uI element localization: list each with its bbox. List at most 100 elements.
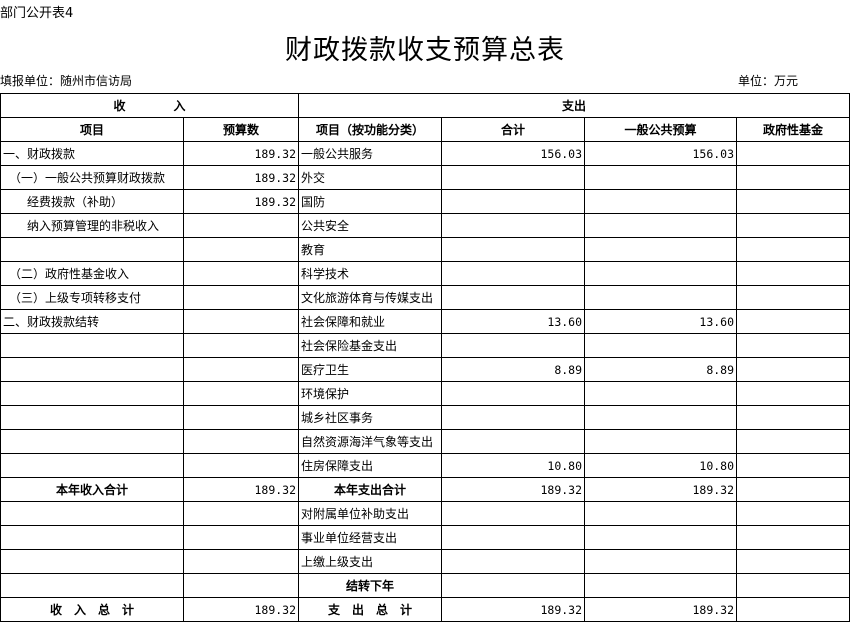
income-item: 经费拨款（补助） bbox=[0, 189, 184, 214]
expense-general bbox=[584, 333, 738, 358]
income-value bbox=[182, 573, 300, 598]
expense-general bbox=[584, 525, 738, 550]
expense-general bbox=[584, 213, 738, 238]
income-value: 189.32 bbox=[182, 477, 300, 502]
expense-fund bbox=[736, 429, 850, 454]
expense-total bbox=[441, 333, 586, 358]
expense-fund bbox=[736, 213, 850, 238]
expense-total bbox=[441, 261, 586, 286]
expense-total: 156.03 bbox=[441, 141, 586, 166]
expense-fund bbox=[736, 477, 850, 502]
income-value bbox=[182, 285, 300, 310]
income-value bbox=[182, 261, 300, 286]
expense-item: 国防 bbox=[298, 189, 443, 214]
expense-general bbox=[584, 405, 738, 430]
expense-fund bbox=[736, 333, 850, 358]
table-row: 对附属单位补助支出 bbox=[0, 501, 850, 526]
expense-item: 环境保护 bbox=[298, 381, 443, 406]
expense-total bbox=[441, 525, 586, 550]
expense-total: 189.32 bbox=[441, 597, 586, 622]
expense-item: 事业单位经营支出 bbox=[298, 525, 443, 550]
table-row: （一）一般公共预算财政拨款 189.32 外交 bbox=[0, 165, 850, 190]
expense-fund bbox=[736, 261, 850, 286]
income-value: 189.32 bbox=[182, 189, 300, 214]
expense-general: 156.03 bbox=[584, 141, 738, 166]
table-row: 社会保险基金支出 bbox=[0, 333, 850, 358]
expense-general: 189.32 bbox=[584, 477, 738, 502]
expense-fund bbox=[736, 165, 850, 190]
income-item: 收 入 总 计 bbox=[0, 597, 184, 622]
income-item bbox=[0, 549, 184, 574]
col-total: 合计 bbox=[441, 117, 586, 142]
expense-total bbox=[441, 549, 586, 574]
expense-general bbox=[584, 237, 738, 262]
table-row: 教育 bbox=[0, 237, 850, 262]
expense-total bbox=[441, 501, 586, 526]
expense-item: 住房保障支出 bbox=[298, 453, 443, 478]
income-item bbox=[0, 573, 184, 598]
expense-fund bbox=[736, 141, 850, 166]
table-row: 住房保障支出 10.80 10.80 bbox=[0, 453, 850, 478]
income-item bbox=[0, 237, 184, 262]
income-value bbox=[182, 333, 300, 358]
expense-item: 科学技术 bbox=[298, 261, 443, 286]
table-row: 一、财政拨款 189.32 一般公共服务 156.03 156.03 bbox=[0, 141, 850, 166]
income-item: （一）一般公共预算财政拨款 bbox=[0, 165, 184, 190]
income-value bbox=[182, 381, 300, 406]
expense-total bbox=[441, 285, 586, 310]
income-value bbox=[182, 213, 300, 238]
income-item: （二）政府性基金收入 bbox=[0, 261, 184, 286]
expense-total: 13.60 bbox=[441, 309, 586, 334]
expense-item: 本年支出合计 bbox=[298, 477, 443, 502]
income-item bbox=[0, 453, 184, 478]
income-item: 本年收入合计 bbox=[0, 477, 184, 502]
expense-item: 文化旅游体育与传媒支出 bbox=[298, 285, 443, 310]
table-row: 医疗卫生 8.89 8.89 bbox=[0, 357, 850, 382]
income-item bbox=[0, 501, 184, 526]
expense-total: 10.80 bbox=[441, 453, 586, 478]
expense-total bbox=[441, 213, 586, 238]
expense-fund bbox=[736, 309, 850, 334]
expense-general: 13.60 bbox=[584, 309, 738, 334]
income-value bbox=[182, 357, 300, 382]
expense-item: 公共安全 bbox=[298, 213, 443, 238]
expense-total bbox=[441, 237, 586, 262]
expense-header: 支出 bbox=[298, 93, 850, 118]
expense-total bbox=[441, 189, 586, 214]
table-row: 城乡社区事务 bbox=[0, 405, 850, 430]
expense-total bbox=[441, 165, 586, 190]
expense-item: 社会保险基金支出 bbox=[298, 333, 443, 358]
table-row: 事业单位经营支出 bbox=[0, 525, 850, 550]
table-row: 环境保护 bbox=[0, 381, 850, 406]
expense-item: 社会保障和就业 bbox=[298, 309, 443, 334]
income-item bbox=[0, 333, 184, 358]
table-row: 自然资源海洋气象等支出 bbox=[0, 429, 850, 454]
expense-fund bbox=[736, 237, 850, 262]
income-item: 纳入预算管理的非税收入 bbox=[0, 213, 184, 238]
expense-general bbox=[584, 285, 738, 310]
expense-fund bbox=[736, 573, 850, 598]
expense-general bbox=[584, 381, 738, 406]
expense-fund bbox=[736, 285, 850, 310]
income-item bbox=[0, 525, 184, 550]
income-value bbox=[182, 549, 300, 574]
income-value: 189.32 bbox=[182, 165, 300, 190]
expense-total bbox=[441, 429, 586, 454]
income-item: 二、财政拨款结转 bbox=[0, 309, 184, 334]
income-item bbox=[0, 381, 184, 406]
expense-general bbox=[584, 573, 738, 598]
expense-fund bbox=[736, 525, 850, 550]
table-row: 纳入预算管理的非税收入 公共安全 bbox=[0, 213, 850, 238]
budget-table: 收 入 支出 项目 预算数 项目（按功能分类） 合计 一般公共预算 政府性基金 … bbox=[0, 93, 850, 622]
income-item bbox=[0, 405, 184, 430]
col-item: 项目 bbox=[0, 117, 184, 142]
income-value bbox=[182, 429, 300, 454]
expense-item: 自然资源海洋气象等支出 bbox=[298, 429, 443, 454]
expense-fund bbox=[736, 549, 850, 574]
table-row: 上缴上级支出 bbox=[0, 549, 850, 574]
expense-item: 城乡社区事务 bbox=[298, 405, 443, 430]
col-budget: 预算数 bbox=[182, 117, 300, 142]
expense-fund bbox=[736, 189, 850, 214]
income-item bbox=[0, 429, 184, 454]
table-row: 二、财政拨款结转 社会保障和就业 13.60 13.60 bbox=[0, 309, 850, 334]
